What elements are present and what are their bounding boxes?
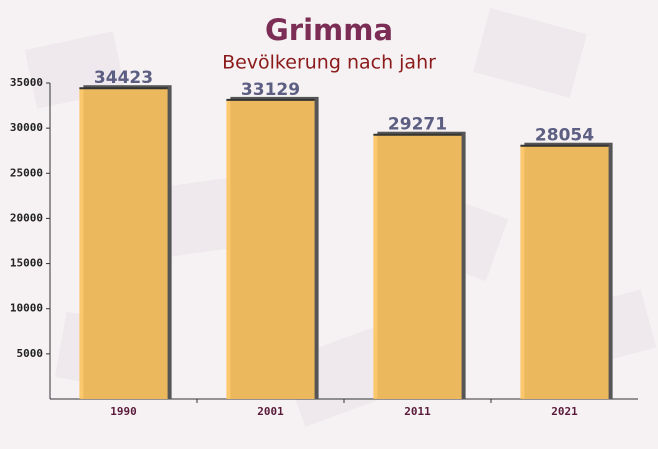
bar xyxy=(226,99,315,399)
value-label: 29271 xyxy=(388,115,447,135)
x-tick-label: 2011 xyxy=(404,405,431,418)
y-tick-label: 15000 xyxy=(10,257,43,270)
y-tick-label: 20000 xyxy=(10,211,43,224)
y-tick-label: 35000 xyxy=(10,76,43,89)
value-label: 33129 xyxy=(241,80,300,100)
bar xyxy=(373,134,462,400)
value-label: 34423 xyxy=(94,68,153,88)
chart-subtitle: Bevölkerung nach jahr xyxy=(222,52,436,74)
y-tick-label: 10000 xyxy=(10,302,43,315)
x-tick-label: 1990 xyxy=(110,405,137,418)
value-label: 28054 xyxy=(535,126,594,146)
x-tick-label: 2001 xyxy=(257,405,284,418)
x-tick-label: 2021 xyxy=(551,405,578,418)
y-tick-label: 25000 xyxy=(10,166,43,179)
bar xyxy=(79,88,168,400)
y-tick-label: 30000 xyxy=(10,121,43,134)
bar xyxy=(520,145,609,399)
y-tick-label: 5000 xyxy=(17,347,44,360)
chart-title: Grimma xyxy=(265,13,393,47)
